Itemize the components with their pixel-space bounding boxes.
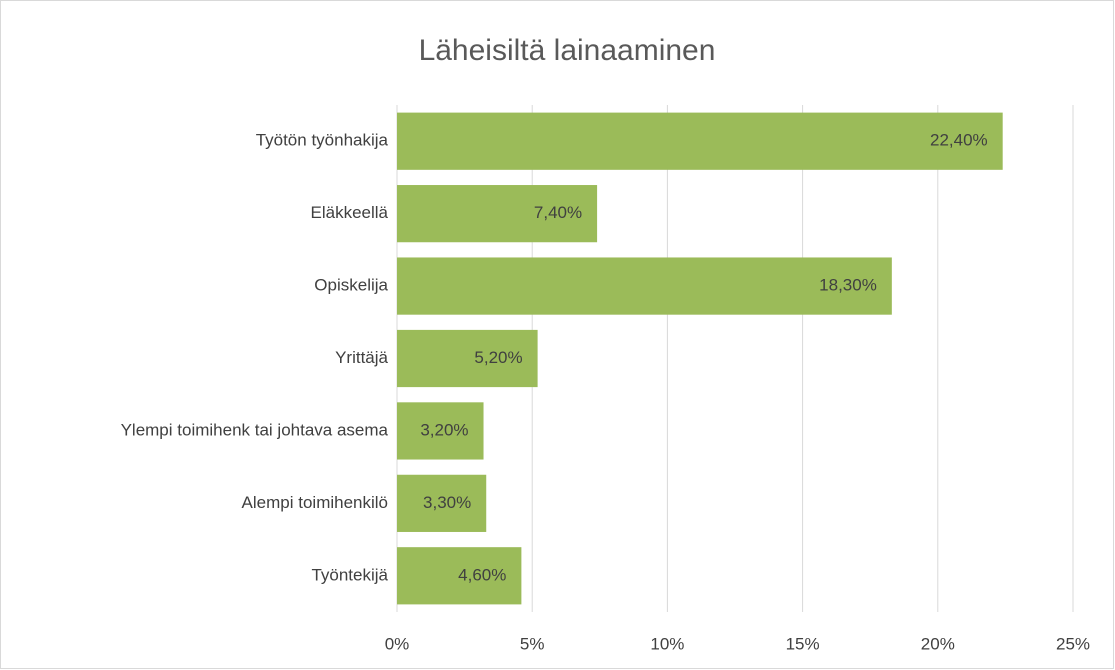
x-tick-label: 5% bbox=[520, 634, 545, 653]
y-tick-label: Eläkkeellä bbox=[311, 203, 389, 222]
value-label: 7,40% bbox=[534, 203, 582, 222]
y-tick-label: Työtön työnhakija bbox=[256, 131, 389, 150]
value-label: 5,20% bbox=[474, 348, 522, 367]
bar bbox=[397, 257, 892, 315]
value-label: 22,40% bbox=[930, 131, 988, 150]
value-label: 18,30% bbox=[819, 276, 877, 295]
y-tick-label: Yrittäjä bbox=[335, 348, 388, 367]
x-tick-label: 10% bbox=[650, 634, 684, 653]
value-label: 3,30% bbox=[423, 493, 471, 512]
y-tick-label: Ylempi toimihenk tai johtava asema bbox=[121, 420, 389, 439]
chart-title: Läheisiltä lainaaminen bbox=[419, 34, 716, 67]
bar bbox=[397, 185, 598, 243]
y-tick-label: Opiskelija bbox=[314, 276, 388, 295]
bar bbox=[397, 329, 538, 388]
bar bbox=[397, 474, 487, 532]
x-tick-label: 25% bbox=[1056, 634, 1090, 653]
x-tick-label: 15% bbox=[786, 634, 820, 653]
bar bbox=[397, 402, 484, 460]
x-tick-label: 20% bbox=[921, 634, 955, 653]
x-tick-label: 0% bbox=[385, 634, 410, 653]
value-label: 3,20% bbox=[420, 420, 468, 439]
bar bbox=[397, 547, 522, 605]
bar bbox=[397, 112, 1003, 170]
y-tick-label: Työntekijä bbox=[311, 565, 388, 584]
y-tick-label: Alempi toimihenkilö bbox=[242, 493, 388, 512]
value-label: 4,60% bbox=[458, 565, 506, 584]
